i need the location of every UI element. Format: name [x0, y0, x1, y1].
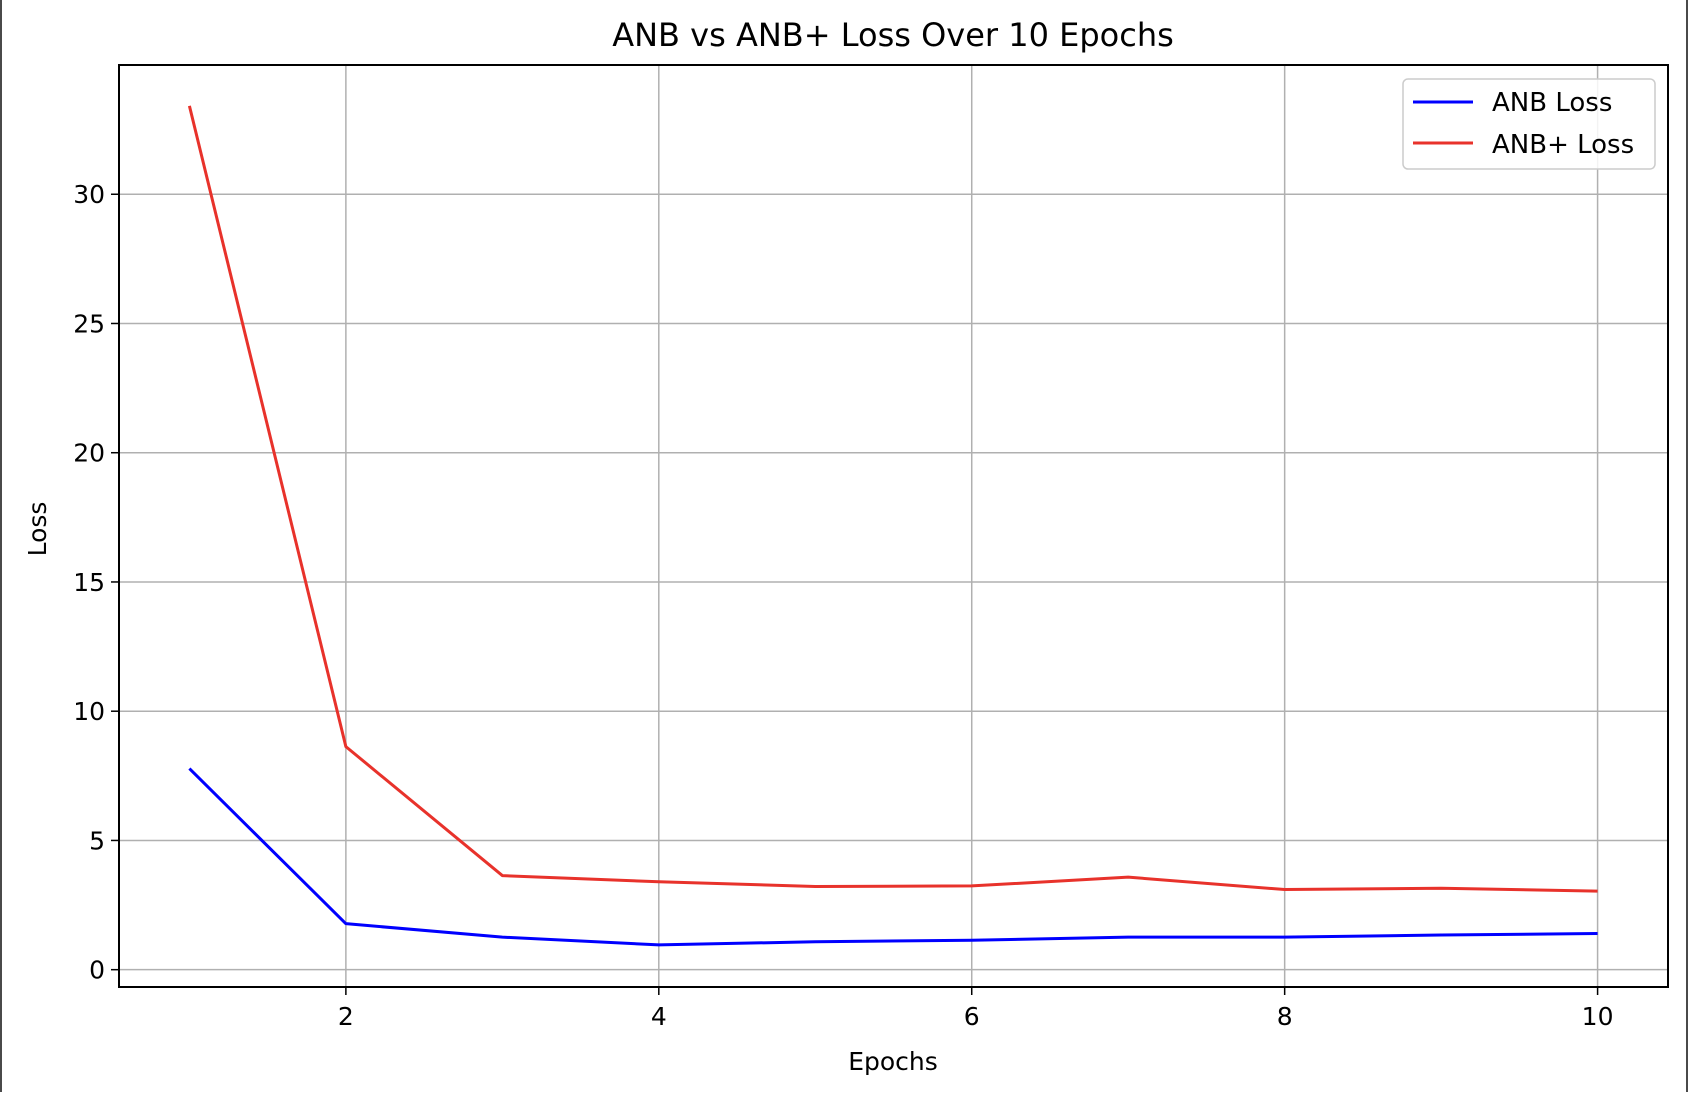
grid-lines [119, 65, 1668, 987]
plot-area-border [118, 64, 1669, 988]
series-line-anb [188, 767, 1598, 947]
y-tick-label: 20 [73, 439, 105, 468]
legend-label-anb: ANB Loss [1492, 88, 1612, 118]
x-tick-label: 2 [338, 1002, 354, 1031]
series-lines [187, 105, 1598, 947]
x-tick-label: 10 [1582, 1002, 1614, 1031]
x-tick-label: 6 [964, 1002, 980, 1031]
series-line-anb-plus [187, 105, 1598, 893]
x-tick-label: 4 [651, 1002, 667, 1031]
y-tick-label: 30 [73, 180, 105, 209]
legend-label-anb-plus: ANB+ Loss [1492, 130, 1634, 160]
y-tick-label: 10 [73, 697, 105, 726]
x-tick-label: 8 [1277, 1002, 1293, 1031]
chart-title: ANB vs ANB+ Loss Over 10 Epochs [612, 16, 1174, 54]
x-axis-label: Epochs [848, 1047, 938, 1076]
y-tick-label: 0 [89, 956, 105, 985]
y-tick-label: 5 [89, 826, 105, 855]
axis-ticks: 2 4 6 8 10 0 5 10 15 20 25 30 [73, 180, 1613, 1031]
y-axis-label: Loss [23, 502, 52, 557]
y-tick-label: 15 [73, 568, 105, 597]
y-tick-label: 25 [73, 309, 105, 338]
legend: ANB Loss ANB+ Loss [1402, 78, 1656, 170]
